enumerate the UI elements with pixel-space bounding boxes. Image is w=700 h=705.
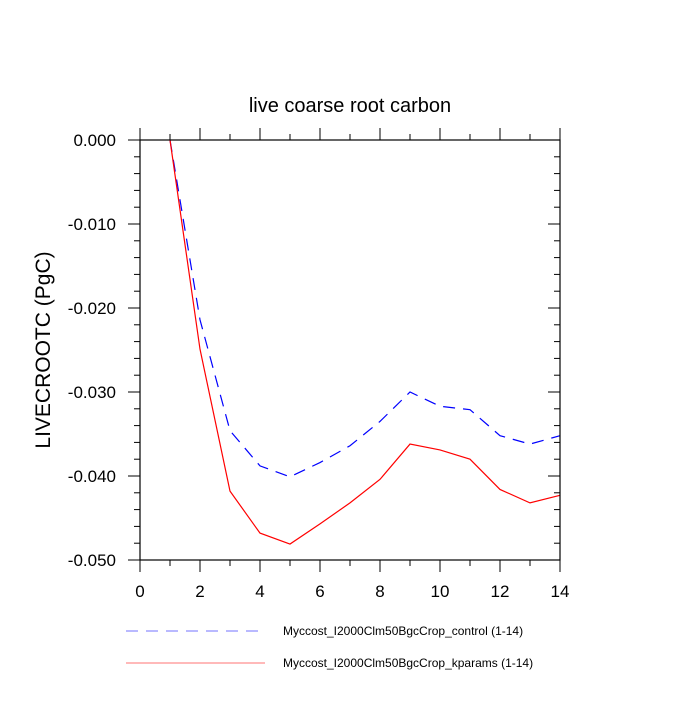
series-line-1 <box>170 140 560 544</box>
x-tick-label: 2 <box>195 582 204 601</box>
series-line-0 <box>170 140 560 477</box>
x-tick-label: 4 <box>255 582 264 601</box>
legend: Myccost_I2000Clm50BgcCrop_control (1-14)… <box>126 624 533 670</box>
y-tick-label: -0.040 <box>68 467 116 486</box>
chart-title: live coarse root carbon <box>249 95 451 117</box>
y-tick-label: -0.020 <box>68 299 116 318</box>
x-tick-label: 14 <box>551 582 570 601</box>
x-tick-label: 8 <box>375 582 384 601</box>
y-tick-label: 0.000 <box>73 131 116 150</box>
x-tick-label: 0 <box>135 582 144 601</box>
x-tick-label: 12 <box>491 582 510 601</box>
y-tick-label: -0.010 <box>68 215 116 234</box>
y-tick-label: -0.050 <box>68 551 116 570</box>
y-tick-label: -0.030 <box>68 383 116 402</box>
legend-label: Myccost_I2000Clm50BgcCrop_kparams (1-14) <box>283 656 533 670</box>
legend-label: Myccost_I2000Clm50BgcCrop_control (1-14) <box>283 624 523 638</box>
x-tick-label: 10 <box>431 582 450 601</box>
x-tick-label: 6 <box>315 582 324 601</box>
plot-frame <box>140 140 560 560</box>
y-axis-label: LIVECROOTC (PgC) <box>32 251 55 448</box>
